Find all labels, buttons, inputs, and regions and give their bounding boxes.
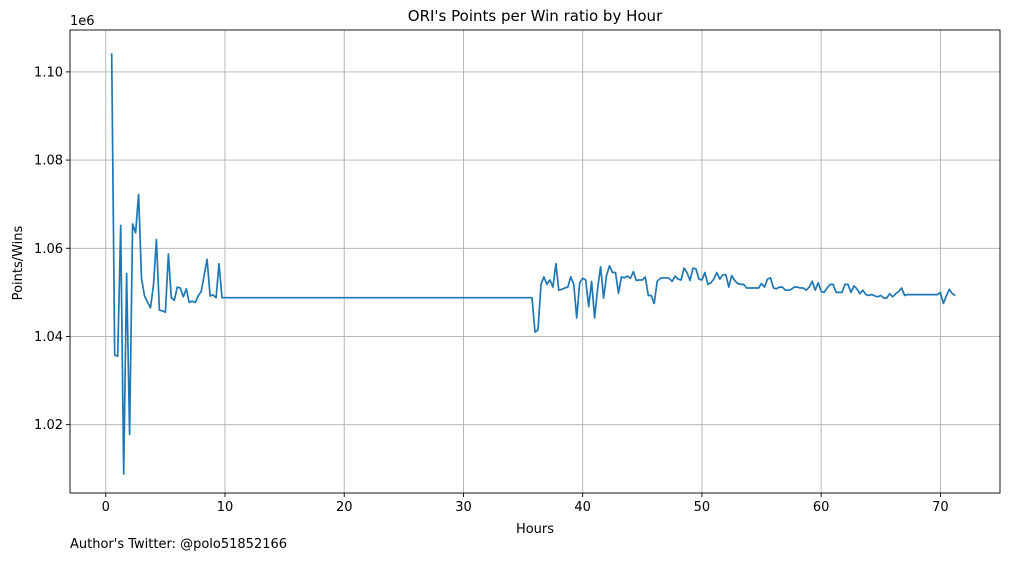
y-axis-label: Points/Wins (11, 225, 26, 300)
grid-lines (70, 30, 1000, 493)
y-ticks: 1.02 1.04 1.06 1.08 1.10 (34, 65, 70, 433)
x-ticks: 0 10 20 30 40 50 60 70 (102, 493, 949, 515)
x-tick-label: 40 (574, 500, 591, 515)
axes-frame (69, 29, 1001, 494)
x-tick-label: 30 (455, 500, 472, 515)
x-axis-label: Hours (516, 522, 554, 537)
x-tick-label: 50 (694, 500, 711, 515)
x-tick-label: 10 (217, 500, 234, 515)
x-tick-label: 70 (932, 500, 949, 515)
author-twitter-note: Author's Twitter: @polo51852166 (70, 537, 288, 552)
chart-title: ORI's Points per Win ratio by Hour (408, 7, 663, 25)
x-tick-label: 0 (102, 500, 110, 515)
y-tick-label: 1.02 (34, 418, 63, 433)
y-tick-label: 1.06 (34, 242, 63, 257)
y-tick-label: 1.04 (34, 330, 63, 345)
series-line (110, 53, 956, 475)
y-tick-label: 1.08 (34, 154, 63, 169)
x-tick-label: 20 (336, 500, 353, 515)
x-tick-label: 60 (813, 500, 830, 515)
y-axis-offset-label: 1e6 (70, 14, 95, 29)
y-tick-label: 1.10 (34, 65, 63, 80)
